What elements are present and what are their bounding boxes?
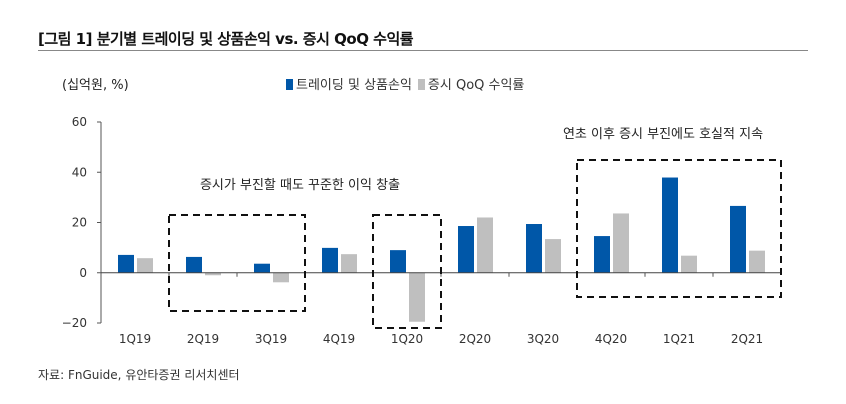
bar-market	[341, 254, 357, 273]
legend-label: 트레이딩 및 상품손익	[296, 78, 412, 93]
legend-swatch	[286, 79, 293, 90]
x-tick-label: 2Q19	[187, 332, 219, 346]
x-tick-label: 4Q19	[323, 332, 355, 346]
bar-trading	[390, 250, 406, 273]
x-tick-label: 1Q20	[391, 332, 423, 346]
annotation-box	[168, 214, 306, 312]
bar-trading	[662, 177, 678, 273]
x-tick-label: 3Q19	[255, 332, 287, 346]
source-note: 자료: FnGuide, 유안타증권 리서치센터	[38, 368, 240, 382]
annotation-box	[372, 214, 442, 329]
legend-label: 증시 QoQ 수익률	[427, 78, 525, 93]
legend-item-trading: 트레이딩 및 상품손익	[286, 74, 412, 93]
bar-trading	[730, 205, 746, 273]
y-tick-label: 40	[72, 165, 87, 179]
bar-market	[273, 272, 289, 283]
bar-market	[205, 272, 221, 276]
bar-market	[681, 255, 697, 273]
bar-market	[477, 217, 493, 273]
bar-market	[137, 258, 153, 273]
y-tick-label: 60	[72, 115, 87, 129]
y-tick-label: 0	[79, 266, 87, 280]
y-tick-label: −20	[62, 316, 87, 330]
bar-trading	[118, 254, 134, 273]
bar-trading	[594, 236, 610, 273]
legend-swatch	[417, 79, 425, 90]
legend-item-market: 증시 QoQ 수익률	[417, 74, 525, 93]
bar-market	[545, 239, 561, 273]
annotation-text: 연초 이후 증시 부진에도 호실적 지속	[563, 127, 763, 142]
bar-market	[749, 250, 765, 273]
y-tick-label: 20	[72, 216, 87, 230]
title-divider	[38, 50, 808, 51]
bar-trading	[254, 263, 270, 273]
annotation-box	[576, 159, 782, 298]
bar-trading	[322, 247, 338, 273]
x-tick-label: 4Q20	[595, 332, 627, 346]
bar-trading	[458, 226, 474, 273]
bar-market	[409, 272, 425, 322]
x-tick-label: 2Q21	[731, 332, 763, 346]
x-tick-label: 2Q20	[459, 332, 491, 346]
x-tick-label: 1Q19	[119, 332, 151, 346]
bar-market	[613, 213, 629, 273]
x-tick-label: 3Q20	[527, 332, 559, 346]
bar-trading	[186, 256, 202, 273]
bar-trading	[526, 224, 542, 273]
unit-label: (십억원, %)	[62, 78, 129, 93]
legend: 트레이딩 및 상품손익 증시 QoQ 수익률	[286, 74, 524, 93]
figure-title: [그림 1] 분기별 트레이딩 및 상품손익 vs. 증시 QoQ 수익률	[38, 30, 414, 48]
annotation-text: 증시가 부진할 때도 꾸준한 이익 창출	[200, 178, 400, 193]
x-tick-label: 1Q21	[663, 332, 695, 346]
